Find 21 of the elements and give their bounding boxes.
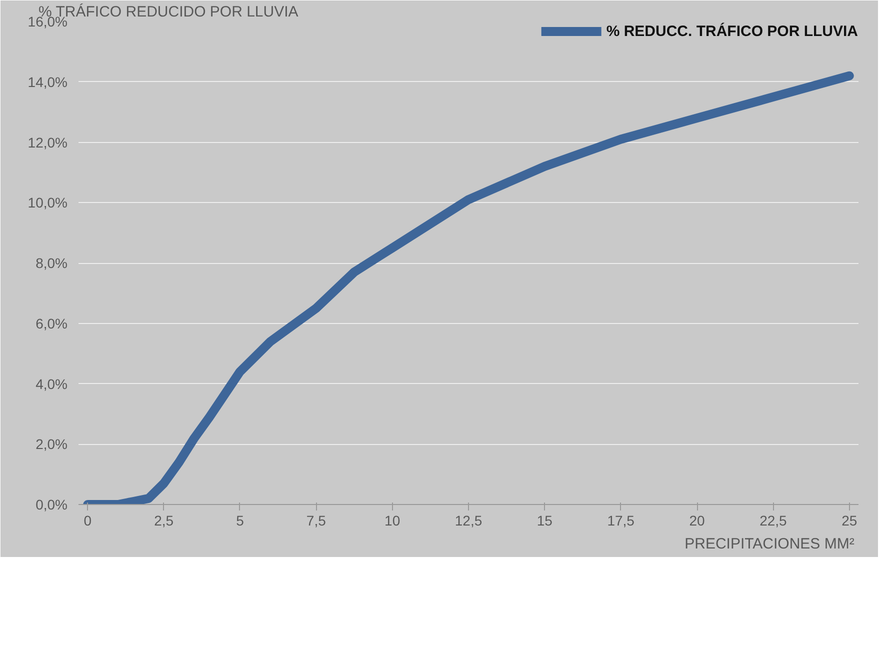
x-tick-label: 7,5 (306, 512, 326, 528)
x-tick-label: 25 (842, 512, 858, 528)
legend-label: % REDUCC. TRÁFICO POR LLUVIA (606, 22, 858, 40)
y-tick-label: 14,0% (28, 74, 68, 90)
y-tick-label: 8,0% (36, 255, 68, 271)
x-tick-label: 5 (236, 512, 244, 528)
y-tick-label: 4,0% (36, 376, 68, 392)
y-tick-label: 12,0% (28, 134, 68, 150)
y-tick-label: 0,0% (36, 496, 68, 512)
y-tick-label: 6,0% (36, 315, 68, 332)
y-tick-label: 10,0% (28, 194, 68, 211)
x-tick-label: 15 (536, 512, 553, 528)
y-tick-label: 2,0% (36, 436, 68, 452)
x-tick-label: 20 (689, 512, 706, 528)
x-tick-label: 10 (384, 512, 400, 528)
x-tick-label: 12,5 (454, 512, 482, 528)
x-tick-label: 0 (84, 512, 92, 528)
x-tick-label: 17,5 (607, 512, 635, 528)
x-tick-label: 2,5 (154, 512, 174, 528)
x-axis-title: PRECIPITACIONES MM² (684, 536, 854, 552)
x-tick-label: 22,5 (760, 512, 788, 528)
